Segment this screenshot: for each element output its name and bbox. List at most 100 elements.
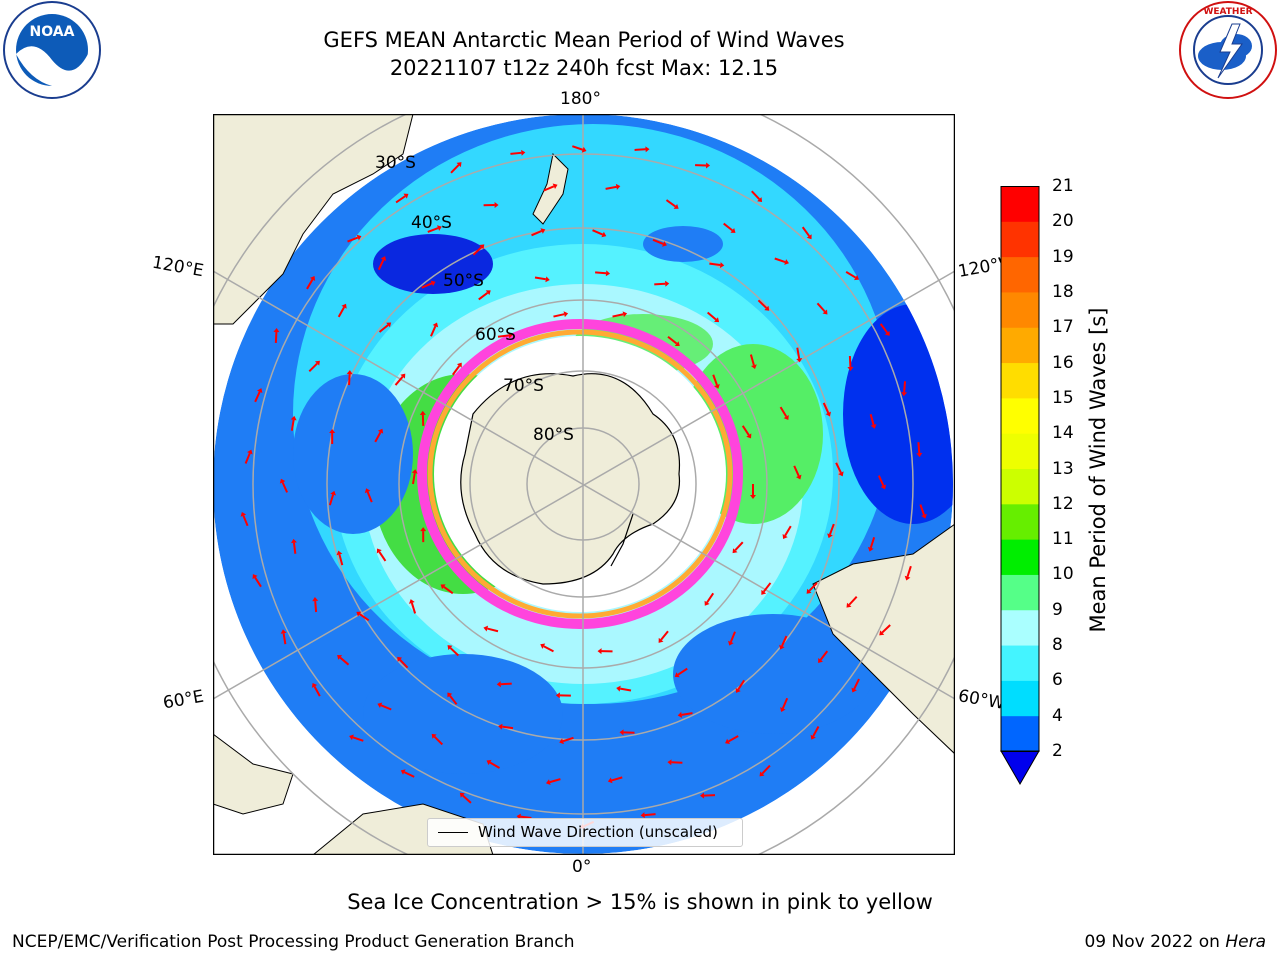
colorbar-tick-label: 4 (1052, 705, 1063, 726)
lat-label-30s: 30°S (375, 153, 416, 173)
wave-direction-arrow (254, 391, 261, 403)
wave-direction-arrowhead (336, 550, 343, 556)
wave-direction-arrowhead (806, 588, 812, 594)
wave-direction-arrowhead (545, 276, 550, 283)
footer-date: 09 Nov 2022 on Hera (1084, 932, 1266, 952)
south-america-landmass (812, 523, 955, 755)
lat-label-50s: 50°S (443, 271, 484, 291)
wave-direction-arrowhead (563, 311, 569, 318)
wave-direction-arrowhead (730, 228, 736, 233)
wave-direction-arrowhead (714, 317, 720, 323)
wave-direction-arrow (848, 355, 852, 368)
wave-direction-arrow (510, 151, 522, 155)
wave-direction-arrowhead (851, 687, 857, 693)
wave-direction-arrow (549, 778, 561, 784)
wave-direction-arrow (531, 230, 543, 237)
australia-landmass (213, 114, 414, 325)
wave-direction-arrow (462, 794, 472, 804)
colorbar-band (1001, 539, 1039, 575)
wave-direction-arrowhead (677, 711, 683, 718)
colorbar-tick-label: 2 (1052, 741, 1063, 761)
colorbar-tick-label: 15 (1052, 387, 1074, 408)
wave-direction-arrowhead (605, 270, 611, 277)
wave-direction-arrowhead (597, 648, 602, 655)
wave-direction-arrowhead (291, 538, 297, 544)
wave-direction-arrowhead (456, 362, 462, 368)
wave-direction-arrowhead (665, 280, 670, 287)
wave-direction-arrow (308, 362, 318, 373)
wave-direction-arrowhead (640, 812, 645, 819)
wave-direction-arrowhead (329, 428, 336, 433)
wave-direction-arrow (774, 257, 786, 263)
wave-direction-arrow (592, 229, 604, 236)
wave-direction-arrowhead (494, 202, 499, 209)
wave-direction-arrowhead (704, 600, 710, 606)
footer-credit: NCEP/EMC/Verification Post Processing Pr… (12, 932, 575, 952)
wave-direction-arrow (619, 687, 632, 692)
lat-label-70s: 70°S (503, 376, 544, 396)
wave-direction-arrow (472, 246, 483, 256)
wave-direction-arrow (433, 735, 444, 746)
wave-direction-arrow (869, 414, 875, 426)
wave-direction-arrow (543, 645, 554, 653)
colorbar-band (1001, 468, 1039, 505)
wave-direction-arrow (534, 276, 547, 281)
wave-direction-arrowhead (508, 332, 513, 339)
colorbar-band (1001, 503, 1039, 540)
wave-direction-arrow (274, 331, 278, 344)
wave-direction-arrowhead (827, 533, 833, 539)
wave-direction-arrowhead (479, 244, 485, 250)
colorbar-band (1001, 433, 1039, 469)
colorbar-under-triangle (1000, 750, 1040, 786)
colorbar-band (1001, 680, 1039, 717)
wave-direction-arrowhead (616, 685, 621, 692)
wave-direction-arrowhead (719, 262, 725, 269)
colorbar-band (1001, 256, 1039, 293)
wave-direction-arrow (706, 311, 717, 321)
wave-direction-arrowhead (314, 360, 320, 366)
noaa-logo: NOAA (3, 1, 101, 99)
colorbar-tick-label: 21 (1052, 176, 1074, 196)
wave-direction-arrow (793, 465, 800, 477)
wave-direction-arrowhead (349, 734, 354, 741)
wave-direction-arrowhead (437, 225, 442, 231)
wave-direction-arrowhead (622, 311, 628, 318)
wave-direction-arrowhead (901, 392, 908, 397)
wave-direction-arrowhead (847, 366, 854, 371)
colorbar-tick-label: 8 (1052, 635, 1063, 656)
wave-direction-arrow (869, 537, 876, 549)
wave-direction-arrow (348, 374, 351, 386)
wave-direction-arrowhead (279, 478, 286, 484)
wave-direction-arrow (487, 627, 499, 633)
wave-direction-arrowhead (447, 692, 453, 698)
wave-direction-arrow (378, 324, 389, 333)
wave-direction-arrow (706, 592, 715, 603)
lon-label-180: 180° (560, 89, 601, 109)
wave-direction-arrowhead (806, 234, 812, 240)
wave-direction-arrow (374, 431, 382, 443)
colorbar-band (1001, 645, 1039, 681)
wave-direction-arrow (677, 667, 688, 676)
wave-direction-arrow (520, 815, 532, 820)
wave-direction-arrow (761, 764, 771, 775)
wave-direction-arrowhead (674, 341, 680, 347)
wave-direction-arrowhead (247, 449, 253, 455)
wave-direction-arrowhead (256, 388, 263, 394)
wave-direction-arrow (421, 282, 433, 289)
wave-direction-arrowhead (728, 640, 734, 646)
wave-direction-arrowhead (447, 645, 453, 651)
wave-direction-arrowhead (346, 370, 353, 375)
wave-direction-arrowhead (879, 630, 885, 636)
colorbar-band (1001, 715, 1039, 752)
wave-direction-arrow (835, 462, 842, 474)
wave-direction-arrow (644, 813, 656, 817)
wave-direction-arrow (819, 650, 829, 661)
wave-direction-arrow (500, 682, 512, 686)
lon-label-60w: 60°W (956, 686, 1007, 714)
wave-direction-arrow (734, 541, 744, 551)
wave-direction-arrow (667, 335, 678, 345)
wave-direction-arrowhead (746, 433, 752, 439)
wave-direction-arrowhead (521, 149, 526, 156)
wave-direction-arrow (660, 630, 669, 641)
colorbar (1000, 186, 1040, 786)
